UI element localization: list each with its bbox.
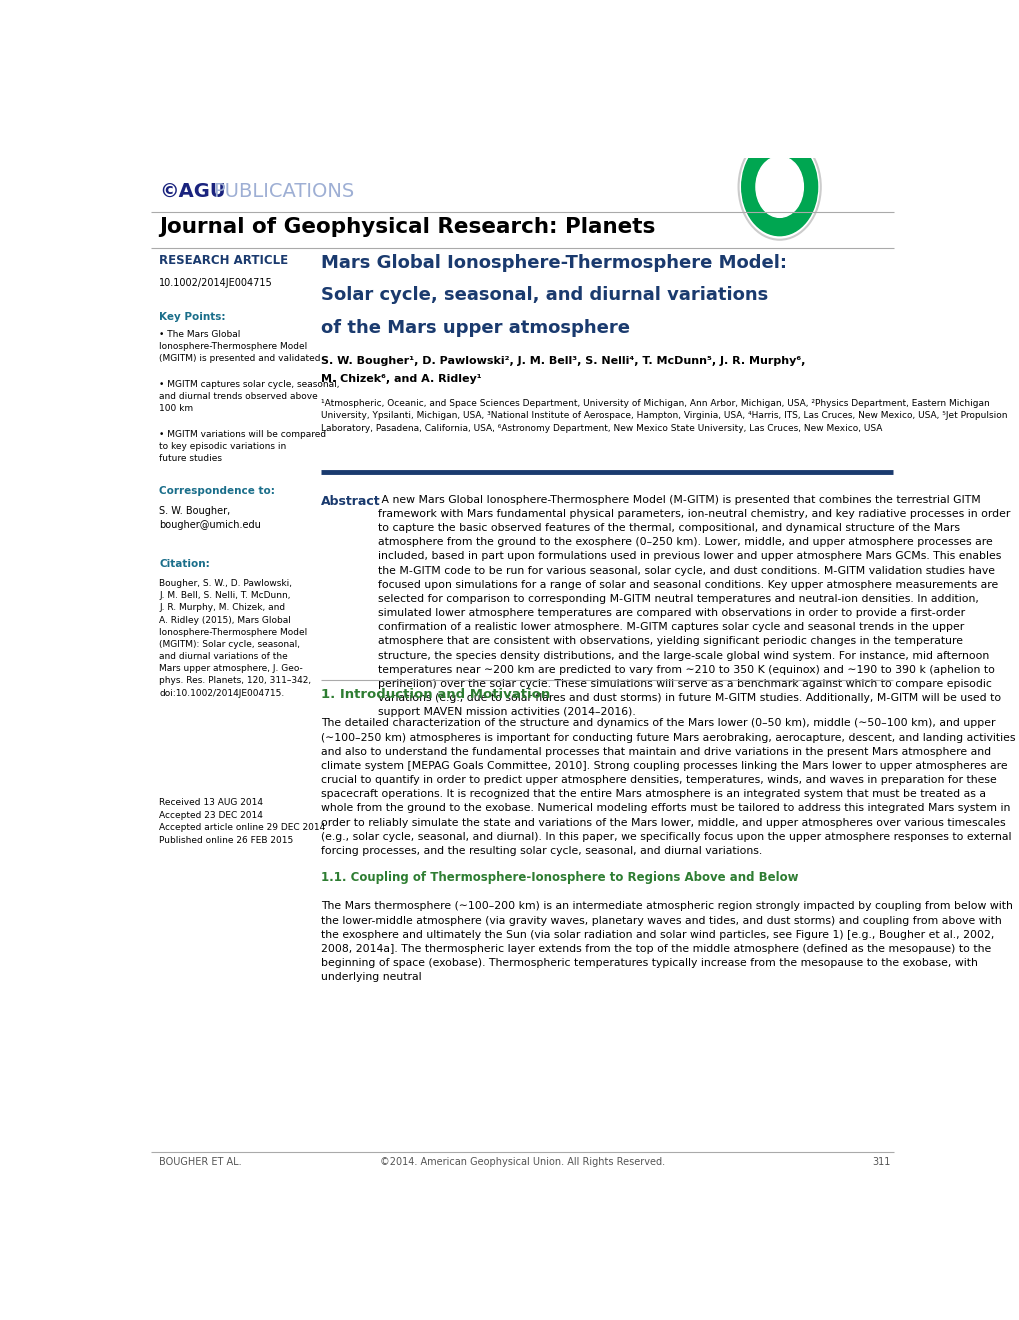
Text: • MGITM captures solar cycle, seasonal,
and diurnal trends observed above
100 km: • MGITM captures solar cycle, seasonal, … <box>159 380 339 413</box>
Text: A new Mars Global Ionosphere-Thermosphere Model (M-GITM) is presented that combi: A new Mars Global Ionosphere-Thermospher… <box>378 495 1010 717</box>
Text: • The Mars Global
Ionosphere-Thermosphere Model
(MGITM) is presented and validat: • The Mars Global Ionosphere-Thermospher… <box>159 330 320 363</box>
Text: Bougher, S. W., D. Pawlowski,
J. M. Bell, S. Nelli, T. McDunn,
J. R. Murphy, M. : Bougher, S. W., D. Pawlowski, J. M. Bell… <box>159 579 311 697</box>
Text: Key Points:: Key Points: <box>159 312 225 322</box>
Text: 311: 311 <box>871 1156 890 1167</box>
Text: of the Mars upper atmosphere: of the Mars upper atmosphere <box>321 319 630 337</box>
Text: S. W. Bougher,
bougher@umich.edu: S. W. Bougher, bougher@umich.edu <box>159 506 261 529</box>
Text: JGR: JGR <box>766 168 791 181</box>
Text: 1.1. Coupling of Thermosphere-Ionosphere to Regions Above and Below: 1.1. Coupling of Thermosphere-Ionosphere… <box>321 871 798 884</box>
Text: ¹Atmospheric, Oceanic, and Space Sciences Department, University of Michigan, An: ¹Atmospheric, Oceanic, and Space Science… <box>321 399 1007 433</box>
Text: Abstract: Abstract <box>321 495 380 508</box>
Text: M. Chizek⁶, and A. Ridley¹: M. Chizek⁶, and A. Ridley¹ <box>321 374 481 384</box>
Text: Solar cycle, seasonal, and diurnal variations: Solar cycle, seasonal, and diurnal varia… <box>321 286 767 305</box>
Text: PUBLICATIONS: PUBLICATIONS <box>213 182 354 201</box>
Text: 10.1002/2014JE004715: 10.1002/2014JE004715 <box>159 279 273 288</box>
Text: The Mars thermosphere (∼100–200 km) is an intermediate atmospheric region strong: The Mars thermosphere (∼100–200 km) is a… <box>321 902 1012 982</box>
Circle shape <box>755 156 803 218</box>
Circle shape <box>741 139 817 236</box>
Text: Journal of Geophysical Research: Planets: Journal of Geophysical Research: Planets <box>159 218 655 238</box>
Text: • MGITM variations will be compared
to key episodic variations in
future studies: • MGITM variations will be compared to k… <box>159 430 326 463</box>
Text: BOUGHER ET AL.: BOUGHER ET AL. <box>159 1156 242 1167</box>
Text: Received 13 AUG 2014
Accepted 23 DEC 2014
Accepted article online 29 DEC 2014
Pu: Received 13 AUG 2014 Accepted 23 DEC 201… <box>159 797 325 845</box>
Text: Correspondence to:: Correspondence to: <box>159 486 275 496</box>
Text: 1. Introduction and Motivation: 1. Introduction and Motivation <box>321 688 550 701</box>
Text: Mars Global Ionosphere-Thermosphere Model:: Mars Global Ionosphere-Thermosphere Mode… <box>321 253 787 272</box>
Text: Citation:: Citation: <box>159 558 210 569</box>
Text: The detailed characterization of the structure and dynamics of the Mars lower (0: The detailed characterization of the str… <box>321 718 1015 855</box>
Text: ©2014. American Geophysical Union. All Rights Reserved.: ©2014. American Geophysical Union. All R… <box>380 1156 664 1167</box>
Text: S. W. Bougher¹, D. Pawlowski², J. M. Bell³, S. Nelli⁴, T. McDunn⁵, J. R. Murphy⁶: S. W. Bougher¹, D. Pawlowski², J. M. Bel… <box>321 355 805 366</box>
Text: ©AGU: ©AGU <box>159 182 225 201</box>
Text: RESEARCH ARTICLE: RESEARCH ARTICLE <box>159 253 288 267</box>
